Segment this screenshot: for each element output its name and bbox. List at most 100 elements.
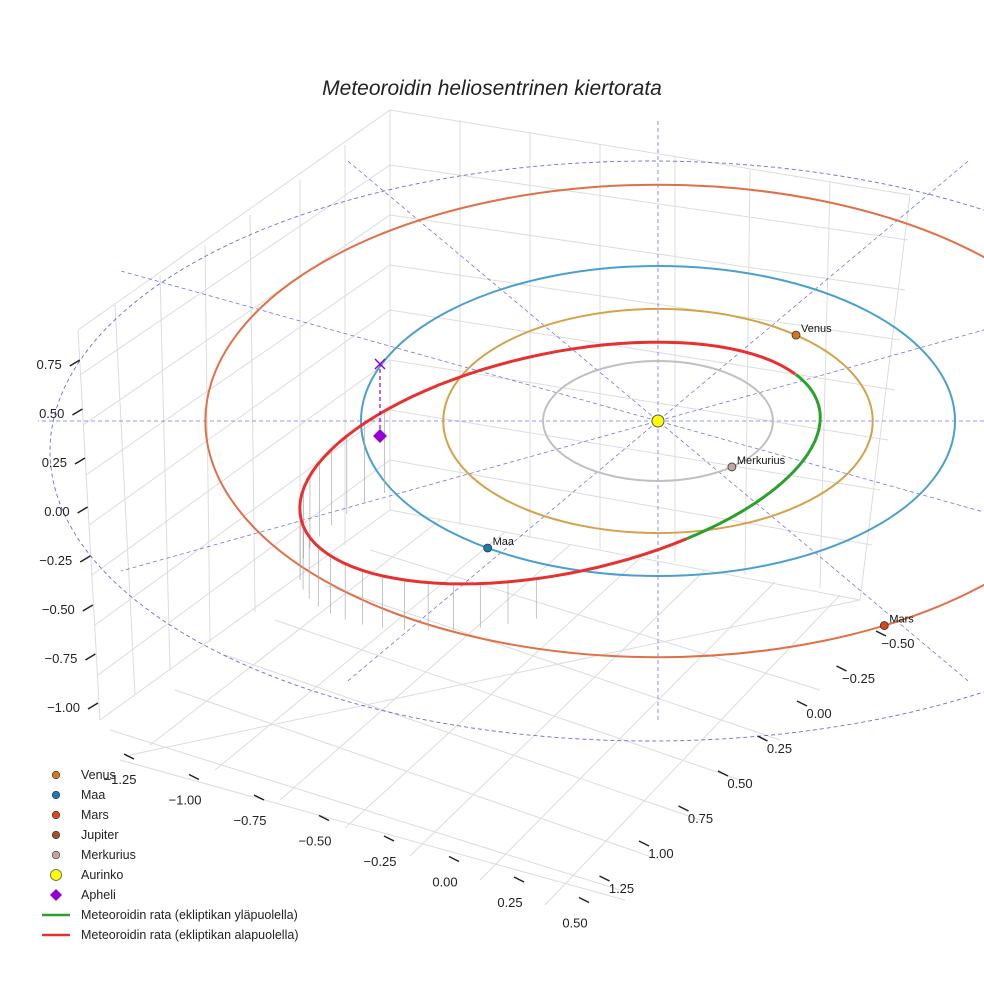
legend: Venus Maa Mars Jupiter Merkurius Aurinko Aphel… <box>42 768 298 942</box>
x-tick-label: −0.25 <box>364 854 397 869</box>
aphelion-marker <box>373 429 387 443</box>
x-tick-mark <box>188 773 200 781</box>
z-tick-mark <box>77 506 88 514</box>
y-tick-label: 1.00 <box>648 846 673 861</box>
grid-line <box>479 581 776 881</box>
grid-line <box>744 169 751 576</box>
legend-label: Meteoroidin rata (ekliptikan yläpuolella… <box>81 908 298 922</box>
legend-label: Jupiter <box>81 828 119 842</box>
legend-label: Maa <box>81 788 105 802</box>
back-pane-edge <box>77 109 911 331</box>
grid-line <box>129 599 861 756</box>
tick-layer: −1.00 −0.75 −0.50 −0.25 0.00 0.25 0.50 0.75 −1.2… <box>36 357 914 931</box>
legend-marker <box>51 770 61 780</box>
z-tick-label: −0.50 <box>42 602 75 617</box>
legend-marker <box>50 889 62 901</box>
y-tick-mark <box>599 875 610 882</box>
y-tick-label: 0.75 <box>688 811 713 826</box>
orbit-venus <box>442 307 874 535</box>
grid-line <box>109 729 621 891</box>
legend-marker <box>50 869 62 881</box>
aphelion-projection-marker <box>374 358 386 370</box>
y-tick-label: 1.25 <box>609 881 634 896</box>
y-tick-mark <box>836 665 847 672</box>
grid-line <box>82 214 906 426</box>
grid-line <box>544 594 841 906</box>
x-tick-label: −0.50 <box>299 834 332 849</box>
grid-line <box>409 569 706 857</box>
z-tick-label: −0.25 <box>39 553 72 568</box>
orbit-mars <box>204 183 984 659</box>
grid-line <box>114 304 136 696</box>
reference-radial-line <box>347 160 969 682</box>
grid-line <box>97 459 873 676</box>
x-tick-label: −1.00 <box>169 793 202 808</box>
data-layer: Venus Maa Mars Merkurius <box>38 121 984 742</box>
floor-edge-left <box>99 509 861 721</box>
x-tick-mark <box>448 855 460 863</box>
grid-line <box>94 409 881 626</box>
legend-marker <box>51 790 61 800</box>
z-tick-label: −0.75 <box>44 651 77 666</box>
x-tick-mark <box>123 753 135 760</box>
meteoroid-orbit-below <box>298 340 797 586</box>
grid-line <box>159 274 171 671</box>
y-tick-label: 0.00 <box>806 706 831 721</box>
x-tick-label: −0.75 <box>234 813 267 828</box>
z-tick-mark <box>74 457 86 465</box>
grid-line <box>88 309 896 526</box>
grid <box>77 109 911 906</box>
z-tick-mark <box>85 653 96 661</box>
z-tick-mark <box>69 359 81 367</box>
grid-line <box>324 584 781 741</box>
planet-mars <box>879 621 889 630</box>
y-tick-label: 0.50 <box>727 776 752 791</box>
x-tick-label: 0.25 <box>497 895 522 910</box>
meteoroid-orbit-above <box>686 373 822 541</box>
grid-line <box>249 214 256 613</box>
reference-radial-line <box>120 270 984 513</box>
y-tick-mark <box>757 735 768 742</box>
x-tick-label: 0.50 <box>562 916 587 931</box>
y-tick-label: −0.25 <box>842 671 875 686</box>
z-tick-label: −1.00 <box>47 700 80 715</box>
planet-label-merkurius: Merkurius <box>737 455 786 467</box>
y-tick-label: 0.25 <box>767 741 792 756</box>
legend-marker <box>51 810 61 820</box>
z-tick-label: 0.25 <box>42 455 67 470</box>
planet-label-venus: Venus <box>801 323 832 335</box>
y-tick-mark <box>678 805 689 812</box>
grid-line <box>819 181 831 589</box>
x-tick-mark <box>383 835 395 842</box>
grid-line <box>174 689 661 861</box>
orbit-merkurius <box>542 360 774 482</box>
y-tick-mark <box>796 700 808 707</box>
planet-label-maa: Maa <box>493 536 515 548</box>
planet-maa <box>483 543 493 553</box>
reference-radial-line <box>347 160 969 682</box>
x-tick-mark <box>253 794 265 801</box>
grid-line <box>91 359 889 576</box>
z-tick-label: 0.75 <box>36 357 61 372</box>
right-pane-edge <box>859 194 911 601</box>
grid-line <box>344 557 641 829</box>
legend-label: Meteoroidin rata (ekliptikan alapuolella… <box>81 928 298 942</box>
grid-line <box>224 654 701 821</box>
orbit-maa <box>360 265 956 577</box>
y-tick-label: −0.50 <box>882 636 915 651</box>
legend-label: Merkurius <box>81 848 136 862</box>
z-tick-mark <box>87 702 99 710</box>
x-tick-mark <box>578 896 590 904</box>
legend-label: Aurinko <box>81 868 123 882</box>
grid-line <box>119 759 626 901</box>
legend-marker <box>51 850 61 860</box>
x-tick-mark <box>318 814 330 822</box>
x-tick-mark <box>513 876 525 883</box>
chart-title: Meteoroidin heliosentrinen kiertorata <box>322 77 662 100</box>
y-tick-mark <box>717 770 729 777</box>
grid-line <box>149 519 441 746</box>
z-tick-mark <box>79 555 91 563</box>
grid-line <box>79 164 909 376</box>
z-tick-mark <box>72 408 83 416</box>
